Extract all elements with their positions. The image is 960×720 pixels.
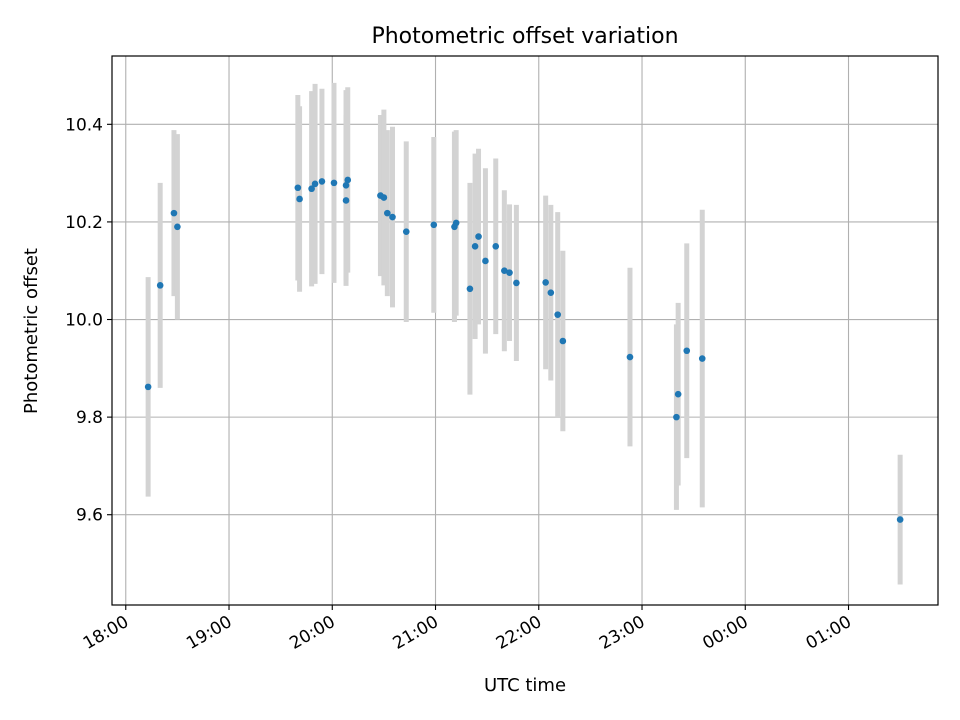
data-point (308, 185, 315, 193)
data-point (698, 355, 706, 362)
data-point (311, 180, 319, 188)
data-point (559, 337, 567, 345)
grid (112, 56, 938, 605)
data-point (673, 413, 680, 421)
data-point (156, 282, 164, 289)
data-point (389, 213, 396, 221)
y-tick-label: 9.6 (76, 506, 103, 526)
chart-title: Photometric offset variation (371, 24, 678, 49)
data-point (466, 285, 474, 293)
data-point (475, 233, 482, 240)
data-point (674, 390, 682, 398)
data-point (170, 209, 178, 217)
y-axis-label: Photometric offset (21, 248, 42, 414)
data-point (402, 228, 410, 235)
data-point (342, 182, 350, 189)
y-axis-ticks: 9.6 9.8 10.0 10.2 10.4 (65, 115, 112, 526)
data-point (296, 195, 303, 203)
data-point (330, 179, 338, 187)
y-tick-label: 10.4 (65, 115, 103, 135)
data-point (513, 279, 520, 287)
data-point (430, 221, 438, 229)
data-point (547, 289, 555, 296)
data-point (683, 347, 691, 355)
data-point (492, 243, 500, 250)
y-tick-label: 9.8 (76, 408, 103, 428)
plot-frame (111, 55, 939, 606)
data-point (174, 223, 181, 231)
data-point (342, 197, 350, 204)
data-point (452, 219, 460, 227)
data-point (896, 516, 904, 523)
y-tick-label: 10.2 (65, 213, 103, 233)
data-point (144, 383, 152, 391)
data-point (471, 243, 479, 250)
data-point (294, 184, 302, 192)
data-markers (144, 176, 904, 523)
data-point (626, 353, 634, 361)
data-point (542, 279, 549, 286)
data-point (344, 176, 352, 184)
y-tick-label: 10.0 (65, 311, 103, 331)
data-point (506, 269, 513, 276)
data-point (384, 209, 391, 217)
data-point (482, 257, 489, 265)
data-point (318, 178, 326, 185)
x-axis-label: UTC time (484, 675, 566, 696)
data-point (380, 194, 388, 201)
data-point (501, 267, 508, 275)
data-point (554, 311, 561, 318)
